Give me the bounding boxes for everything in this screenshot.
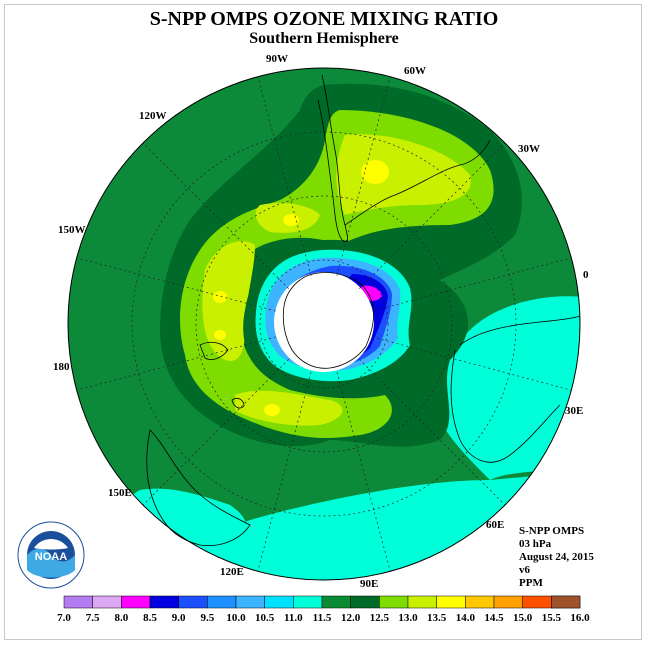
latitude-grid: [131, 131, 517, 517]
field-yellow-4: [214, 330, 226, 340]
colorbar-swatch: [63, 595, 93, 609]
colorbar-swatch: [493, 595, 523, 609]
colorbar-tick-label: 7.0: [57, 612, 71, 624]
lon-label-30e: 30E: [565, 405, 583, 417]
colorbar-tick-label: 10.5: [255, 612, 275, 624]
africa-coastline: [450, 315, 581, 463]
lon-label-120w: 120W: [139, 110, 167, 122]
colorbar-tick-label: 12.5: [370, 612, 390, 624]
meridian-line: [336, 372, 391, 572]
colorbar-swatch: [207, 595, 237, 609]
lon-label-30w: 30W: [518, 143, 540, 155]
colorbar-swatch: [465, 595, 495, 609]
field-yellowgreen-south: [235, 390, 343, 426]
colorbar-tick-label: 9.5: [200, 612, 214, 624]
colorbar-swatch: [321, 595, 351, 609]
info-block: S-NPP OMPS 03 hPa August 24, 2015 v6 PPM: [519, 525, 594, 590]
colorbar-tick-label: 15.0: [513, 612, 533, 624]
colorbar-tick-label: 11.5: [313, 612, 332, 624]
page-title: S-NPP OMPS OZONE MIXING RATIO: [149, 8, 499, 30]
new-zealand-coastline: [199, 341, 245, 409]
colorbar-tick-label: 8.5: [143, 612, 157, 624]
colorbar-swatch: [293, 595, 323, 609]
colorbar-swatch: [436, 595, 466, 609]
polar-map: 90W 60W 30W 120W 150W 0 180 30E 150E 60E…: [53, 53, 589, 590]
colorbar-swatch: [379, 595, 409, 609]
colorbar-tick-label: 12.0: [341, 612, 361, 624]
australia-coastline: [146, 429, 251, 547]
lon-label-60e: 60E: [486, 519, 504, 531]
colorbar-tick-label: 16.0: [570, 612, 590, 624]
field-yellow-2: [283, 214, 299, 226]
meridian-line: [142, 142, 289, 289]
meridian-line: [76, 336, 276, 391]
longitude-grid: [76, 76, 572, 572]
meridian-line: [359, 359, 506, 506]
lon-label-0: 0: [583, 269, 589, 281]
field-yellow-5: [264, 404, 280, 416]
info-units: PPM: [519, 577, 543, 589]
field-yellow-1: [361, 160, 389, 184]
map-boundary: [67, 67, 581, 581]
lon-label-150w: 150W: [58, 224, 86, 236]
field-yellow-3: [213, 291, 227, 303]
lon-label-90w: 90W: [266, 53, 288, 65]
lon-label-150e: 150E: [108, 487, 132, 499]
field-yellowgreen-north: [336, 134, 471, 215]
colorbar-swatch: [149, 595, 179, 609]
colorbar-swatch: [522, 595, 552, 609]
colorbar-tick-label: 7.5: [86, 612, 100, 624]
colorbar: 7.0 7.5 8.0 8.5 9.0 9.5 10.0 10.5 11.0 11.5 12.0 12…: [57, 595, 590, 624]
colorbar-tick-label: 8.0: [114, 612, 128, 624]
meridian-line: [257, 372, 312, 572]
colorbar-tick-label: 13.0: [398, 612, 418, 624]
page-subtitle: Southern Hemisphere: [249, 30, 399, 47]
lon-label-90e: 90E: [360, 578, 378, 590]
colorbar-tick-label: 14.0: [456, 612, 476, 624]
meridian-line: [372, 257, 572, 312]
figure-frame: [4, 4, 642, 640]
colorbar-swatch: [92, 595, 122, 609]
field-yellowgreen-west: [202, 241, 255, 361]
meridian-line: [142, 359, 289, 506]
lon-label-120e: 120E: [220, 566, 244, 578]
noaa-logo: NOAA: [17, 521, 85, 589]
antarctica-coastline: [282, 272, 374, 369]
meridian-line: [76, 257, 276, 312]
colorbar-tick-label: 11.0: [284, 612, 303, 624]
colorbar-tick-label: 13.5: [427, 612, 447, 624]
colorbar-swatch: [407, 595, 437, 609]
colorbar-boxes: [63, 595, 581, 609]
meridian-line: [372, 336, 572, 391]
colorbar-tick-label: 14.5: [484, 612, 504, 624]
info-date: August 24, 2015: [519, 551, 594, 563]
colorbar-swatch: [264, 595, 294, 609]
info-version: v6: [519, 564, 530, 576]
noaa-logo-text: NOAA: [35, 551, 67, 563]
meridian-line: [257, 76, 312, 276]
south-america-coastline: [317, 74, 491, 242]
lon-label-60w: 60W: [404, 65, 426, 77]
info-level: 03 hPa: [519, 538, 552, 550]
colorbar-swatch: [350, 595, 380, 609]
colorbar-swatch: [235, 595, 265, 609]
meridian-line: [336, 76, 391, 276]
meridian-line: [359, 142, 506, 289]
colorbar-ticks: 7.0 7.5 8.0 8.5 9.0 9.5 10.0 10.5 11.0 11.5 12.0 12…: [57, 612, 590, 624]
pole-mask: [274, 272, 374, 372]
info-instrument: S-NPP OMPS: [519, 525, 585, 537]
colorbar-tick-label: 9.0: [172, 612, 186, 624]
colorbar-swatch: [121, 595, 151, 609]
lon-label-180: 180: [53, 361, 70, 373]
colorbar-swatch: [551, 595, 581, 609]
colorbar-tick-label: 10.0: [226, 612, 246, 624]
colorbar-tick-label: 15.5: [542, 612, 562, 624]
colorbar-swatch: [178, 595, 208, 609]
